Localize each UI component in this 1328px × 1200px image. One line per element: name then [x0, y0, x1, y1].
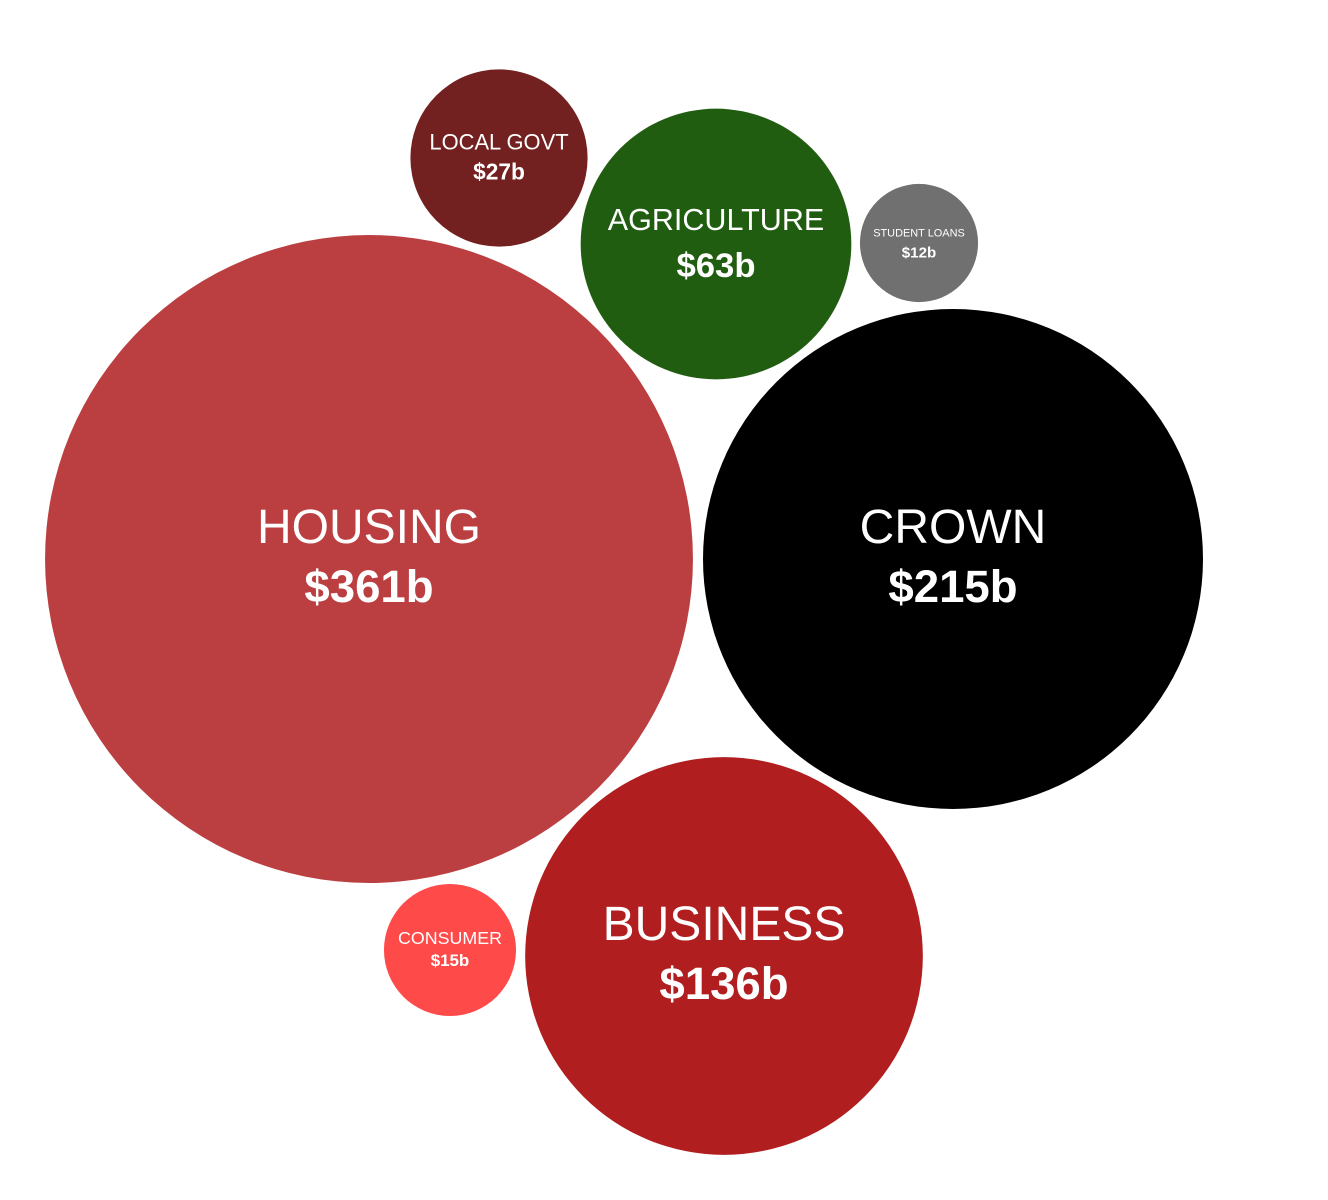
bubble-label: LOCAL GOVT [429, 129, 568, 154]
value-label: $361b [304, 561, 433, 612]
value-label: $63b [676, 247, 755, 285]
bubble [859, 183, 979, 303]
value-label: $12b [902, 244, 936, 261]
bubble [525, 757, 923, 1155]
bubble-label: CONSUMER [398, 928, 502, 948]
bubble-label: CROWN [860, 501, 1047, 554]
bubble [383, 883, 517, 1017]
bubble [702, 308, 1204, 810]
bubble-label: BUSINESS [603, 898, 846, 951]
value-label: $15b [431, 951, 470, 970]
bubble [45, 235, 693, 883]
bubble-label: HOUSING [257, 501, 481, 554]
value-label: $215b [888, 561, 1017, 612]
value-label: $136b [659, 958, 788, 1009]
bubble [580, 108, 852, 380]
bubble-label: STUDENT LOANS [873, 227, 965, 239]
value-label: $27b [473, 159, 525, 185]
bubble [410, 69, 588, 247]
bubble-label: AGRICULTURE [608, 203, 824, 237]
